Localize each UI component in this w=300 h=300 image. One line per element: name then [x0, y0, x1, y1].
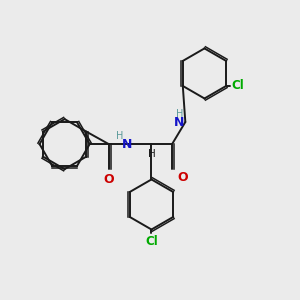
Text: Cl: Cl — [145, 235, 158, 248]
Text: O: O — [177, 171, 188, 184]
Text: H: H — [116, 130, 124, 141]
Text: O: O — [103, 173, 114, 186]
Text: Cl: Cl — [231, 80, 244, 92]
Text: N: N — [173, 116, 184, 128]
Text: N: N — [122, 138, 133, 151]
Text: H: H — [148, 149, 155, 159]
Text: H: H — [176, 109, 184, 119]
